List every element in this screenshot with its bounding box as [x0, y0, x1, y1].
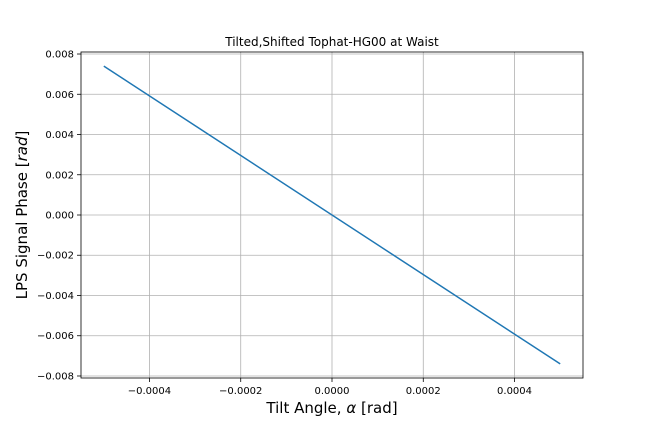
- series-layer: [103, 65, 561, 365]
- x-tick-label: 0.0000: [315, 386, 350, 397]
- y-axis: −0.008 −0.006 −0.004 −0.002 0.000 0.002 0.004 0…: [37, 50, 81, 382]
- grid: [81, 52, 583, 378]
- y-axis-label: LPS Signal Phase [rad]: [13, 131, 31, 300]
- y-tick-label: 0.002: [45, 170, 74, 181]
- x-tick-label: 0.0002: [406, 386, 441, 397]
- y-tick-label: 0.006: [45, 90, 74, 101]
- x-axis-label: Tilt Angle, α [rad]: [265, 399, 397, 417]
- y-tick-label: −0.006: [37, 331, 74, 342]
- chart-title: Tilted,Shifted Tophat-HG00 at Waist: [224, 35, 439, 49]
- y-tick-label: −0.004: [37, 291, 74, 302]
- y-tick-label: 0.008: [45, 50, 74, 61]
- x-tick-label: −0.0004: [128, 386, 171, 397]
- y-tick-label: −0.008: [37, 371, 74, 382]
- y-tick-label: 0.000: [45, 211, 74, 222]
- series-line: [103, 65, 561, 365]
- x-tick-label: 0.0004: [497, 386, 532, 397]
- y-tick-label: −0.002: [37, 251, 74, 262]
- x-tick-label: −0.0002: [219, 386, 262, 397]
- x-axis: −0.0004 −0.0002 0.0000 0.0002 0.0004: [128, 378, 532, 397]
- y-tick-label: 0.004: [45, 130, 74, 141]
